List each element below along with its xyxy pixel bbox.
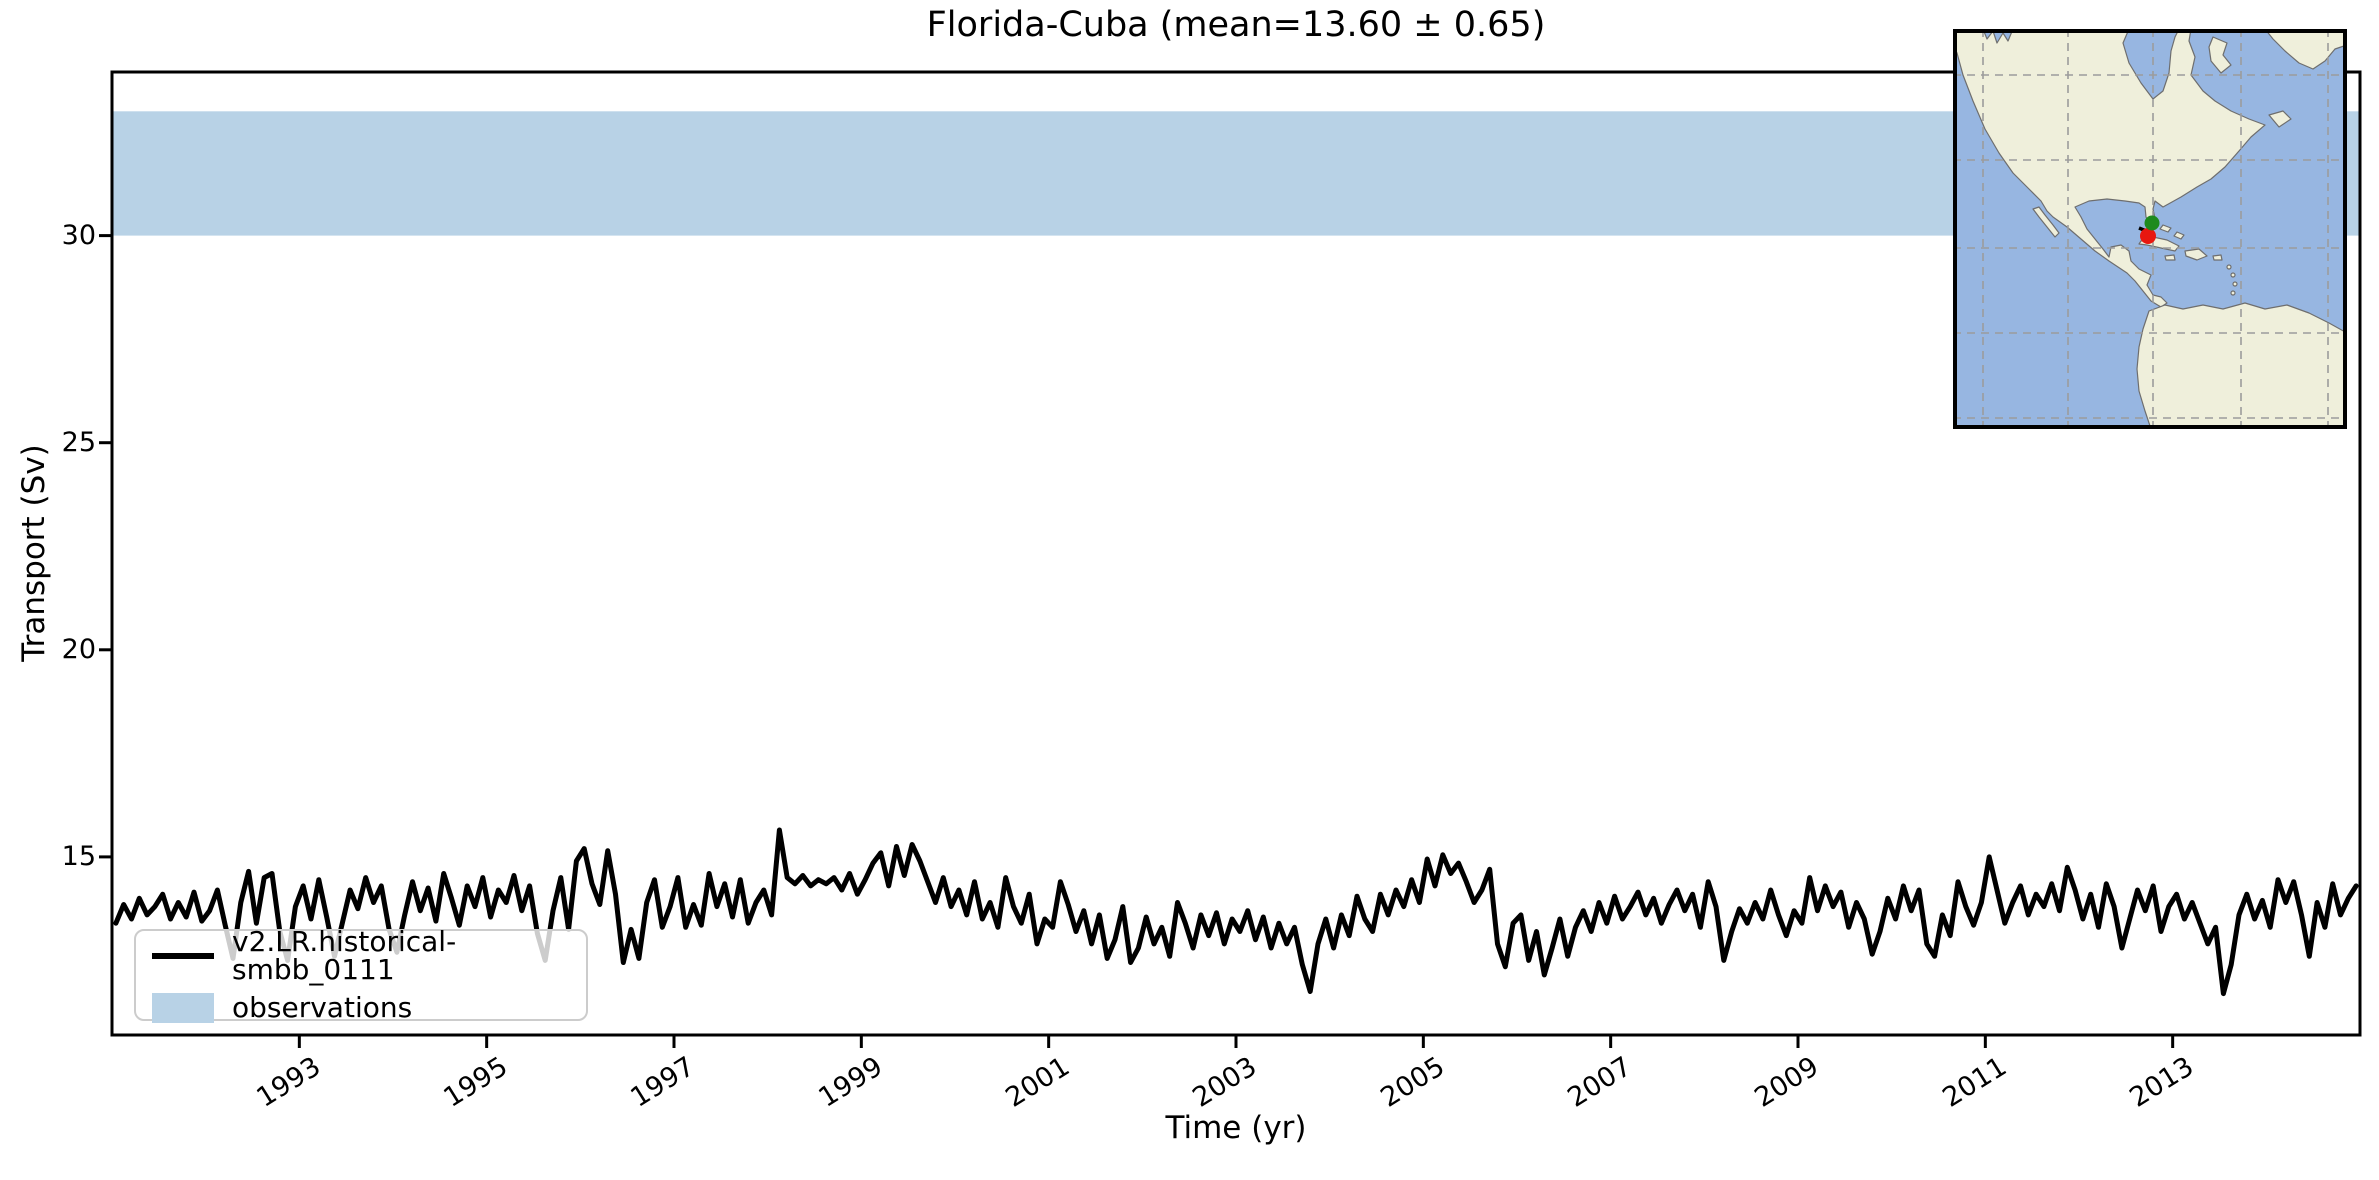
map-jamaica bbox=[2164, 254, 2176, 261]
axis-tick-marks bbox=[99, 234, 2175, 1048]
cuba-endpoint-marker bbox=[2140, 228, 2156, 244]
map-greenland bbox=[2264, 29, 2347, 70]
legend-observations-label: observations bbox=[232, 990, 413, 1024]
map-antilles bbox=[2232, 281, 2238, 287]
map-newfoundland bbox=[2268, 110, 2292, 128]
map-graticule bbox=[1953, 29, 2347, 429]
y-tick-label: 15 bbox=[61, 840, 96, 872]
map-bahamas bbox=[2159, 224, 2185, 240]
legend-model-label: v2.LR.historical-smbb_0111 bbox=[232, 924, 457, 986]
map-border bbox=[1953, 29, 2347, 429]
map-baja bbox=[2032, 206, 2060, 238]
model-line-swatch bbox=[152, 952, 214, 959]
chart-title: Florida-Cuba (mean=13.60 ± 0.65) bbox=[926, 5, 1546, 45]
map-antilles bbox=[2230, 272, 2236, 278]
model-series-line bbox=[113, 827, 2359, 997]
legend-entry-model: v2.LR.historical-smbb_0111 bbox=[152, 924, 586, 986]
plot-border bbox=[110, 70, 2362, 1037]
map-baffin-island bbox=[2208, 36, 2232, 74]
florida-endpoint-marker bbox=[2144, 215, 2160, 231]
legend-entry-observations: observations bbox=[152, 990, 586, 1024]
map-puerto-rico bbox=[2212, 254, 2223, 261]
map-hispaniola bbox=[2184, 248, 2208, 261]
legend: v2.LR.historical-smbb_0111 observations bbox=[134, 924, 588, 1024]
map-north-america bbox=[1953, 29, 2266, 308]
observations-band-swatch bbox=[152, 992, 214, 1023]
inset-map bbox=[1953, 29, 2347, 429]
map-south-america bbox=[2136, 302, 2347, 429]
y-tick-label: 20 bbox=[61, 633, 96, 665]
x-axis-label: Time (yr) bbox=[1165, 1110, 1307, 1146]
map-land bbox=[1953, 29, 2347, 429]
y-tick-label: 30 bbox=[61, 219, 96, 251]
map-antilles bbox=[2226, 264, 2232, 270]
map-antilles bbox=[2230, 290, 2236, 296]
y-tick-label: 25 bbox=[61, 426, 96, 458]
